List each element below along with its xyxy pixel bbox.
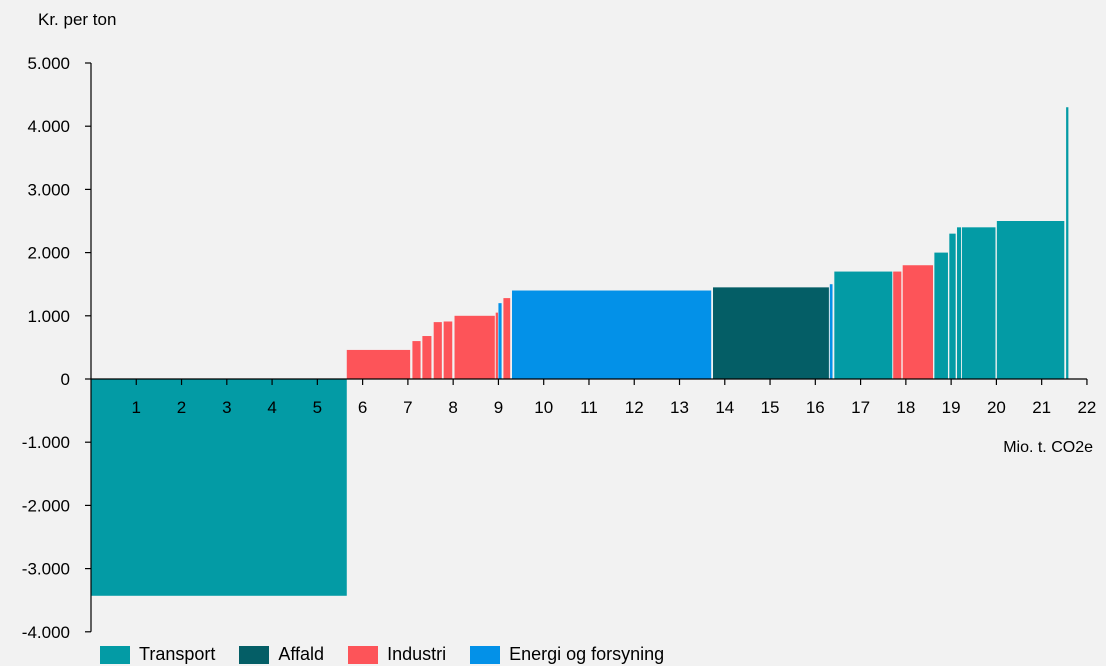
bar-15-industri (893, 271, 902, 379)
bar-8-industri (495, 312, 498, 379)
x-tick-label: 6 (358, 398, 367, 417)
legend-label: Industri (387, 644, 447, 664)
bar-14-transport (834, 271, 893, 379)
y-tick-label: -1.000 (22, 433, 70, 452)
bars-group (91, 107, 1069, 596)
legend-swatch (100, 645, 130, 664)
legend-swatch (348, 645, 379, 664)
x-tick-label: 10 (534, 398, 553, 417)
bar-11-energi-og-forsyning (512, 290, 712, 379)
bar-10-industri (503, 298, 511, 379)
legend-swatch (470, 645, 501, 664)
x-tick-label: 13 (670, 398, 689, 417)
legend-item-transport: Transport (100, 644, 215, 665)
bar-7-industri (454, 315, 495, 379)
y-tick-label: -4.000 (22, 623, 70, 642)
bar-1-transport (91, 379, 347, 596)
y-tick-label: -2.000 (22, 496, 70, 515)
x-tick-label: 16 (806, 398, 825, 417)
x-tick-label: 2 (177, 398, 186, 417)
x-tick-label: 5 (313, 398, 322, 417)
bar-19-transport (957, 227, 962, 379)
y-tick-label: 3.000 (27, 180, 70, 199)
x-tick-label: 12 (625, 398, 644, 417)
x-tick-label: 21 (1032, 398, 1051, 417)
x-tick-label: 7 (403, 398, 412, 417)
axes-group: 5.000 4.000 3.000 2.000 1.000 0 -1.000 -2.000 -3… (22, 54, 1097, 642)
bar-3-industri (412, 341, 421, 379)
bar-6-industri (443, 321, 453, 379)
legend-swatch (239, 645, 270, 664)
y-tick-label: 1.000 (27, 307, 70, 326)
y-tick-label: 0 (61, 370, 70, 389)
x-tick-label: 17 (851, 398, 870, 417)
bar-18-transport (949, 233, 956, 379)
x-tick-label: 15 (761, 398, 780, 417)
x-tick-label: 18 (896, 398, 915, 417)
bar-16-industri (902, 265, 934, 379)
x-tick-label: 14 (715, 398, 734, 417)
legend-label: Affald (278, 644, 325, 664)
bar-20-transport (961, 227, 996, 379)
bar-17-transport (934, 252, 948, 379)
x-axis-title: Mio. t. CO2e (1003, 439, 1093, 456)
x-tick-label: 20 (987, 398, 1006, 417)
y-axis-title: Kr. per ton (38, 10, 117, 29)
y-tick-label: 5.000 (27, 54, 70, 73)
legend: Transport Affald Industri Energi og forsyni… (100, 644, 688, 665)
legend-label: Transport (139, 644, 216, 664)
x-tick-label: 9 (494, 398, 503, 417)
x-tick-label: 8 (448, 398, 457, 417)
x-tick-label: 11 (580, 398, 598, 417)
bar-22-transport (1066, 107, 1069, 380)
bar-4-industri (422, 336, 432, 379)
legend-item-energi-og-forsyning: Energi og forsyning (470, 644, 664, 665)
x-tick-label: 19 (942, 398, 961, 417)
legend-item-industri: Industri (348, 644, 446, 665)
legend-label: Energi og forsyning (509, 644, 665, 664)
legend-item-affald: Affald (239, 644, 324, 665)
bar-9-energi-og-forsyning (498, 303, 502, 379)
y-tick-label: 4.000 (27, 117, 70, 136)
x-tick-label: 22 (1077, 398, 1096, 417)
bar-21-transport (996, 221, 1065, 379)
x-tick-label: 1 (132, 398, 141, 417)
bar-13-energi-og-forsyning (829, 284, 833, 379)
y-tick-label: 2.000 (27, 244, 70, 263)
bar-12-affald (713, 287, 829, 379)
bar-2-industri (346, 349, 411, 379)
x-tick-label: 4 (267, 398, 276, 417)
bar-5-industri (433, 322, 442, 379)
y-tick-label: -3.000 (22, 560, 70, 579)
x-tick-label: 3 (222, 398, 231, 417)
